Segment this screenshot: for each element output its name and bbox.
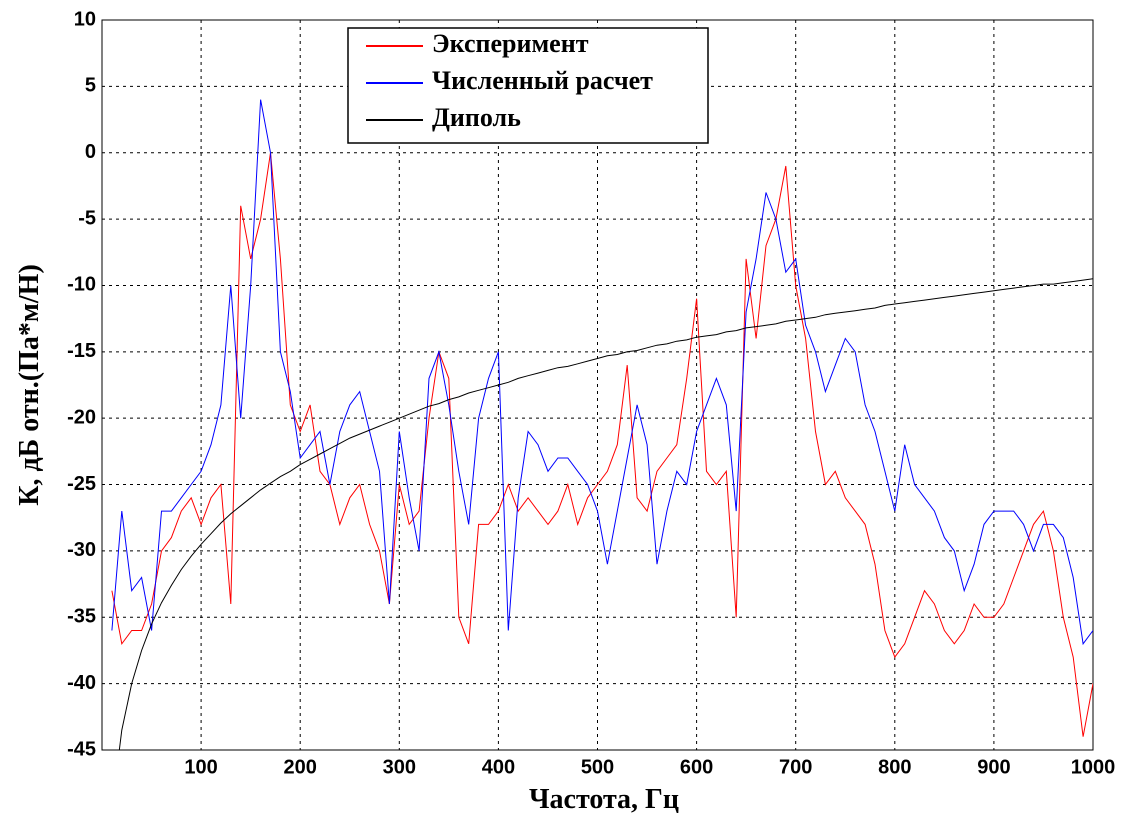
x-tick-label: 100: [184, 756, 217, 778]
y-tick-label: -5: [78, 207, 96, 229]
y-tick-label: -35: [67, 606, 96, 628]
x-tick-label: 600: [680, 756, 713, 778]
legend-label: Численный расчет: [432, 66, 653, 95]
y-tick-label: -30: [67, 539, 96, 561]
x-tick-label: 1000: [1071, 756, 1116, 778]
series-line: [118, 278, 1093, 750]
legend-label: Диполь: [432, 103, 521, 132]
y-tick-label: -15: [67, 340, 96, 362]
x-axis-label: Частота, Гц: [529, 784, 679, 815]
x-tick-label: 400: [482, 756, 515, 778]
y-tick-label: -25: [67, 473, 96, 495]
series-line: [111, 152, 1093, 737]
y-tick-label: -45: [67, 738, 96, 760]
y-tick-label: -10: [67, 274, 96, 296]
legend-box: [347, 27, 709, 144]
x-tick-label: 800: [878, 756, 911, 778]
y-tick-label: -20: [67, 406, 96, 428]
y-tick-label: 5: [85, 75, 96, 97]
y-tick-label: 10: [74, 8, 96, 30]
y-tick-label: 0: [85, 141, 96, 163]
x-tick-label: 200: [284, 756, 317, 778]
y-tick-label: -40: [67, 672, 96, 694]
series-line: [111, 99, 1093, 646]
x-tick-label: 300: [383, 756, 416, 778]
plot-lines: [111, 99, 1093, 750]
x-tick-label: 900: [977, 756, 1010, 778]
x-tick-label: 500: [581, 756, 614, 778]
y-axis-label: К, дБ отн.(Па*м/Н): [14, 264, 45, 506]
x-tick-label: 700: [779, 756, 812, 778]
legend-label: Эксперимент: [432, 29, 589, 58]
